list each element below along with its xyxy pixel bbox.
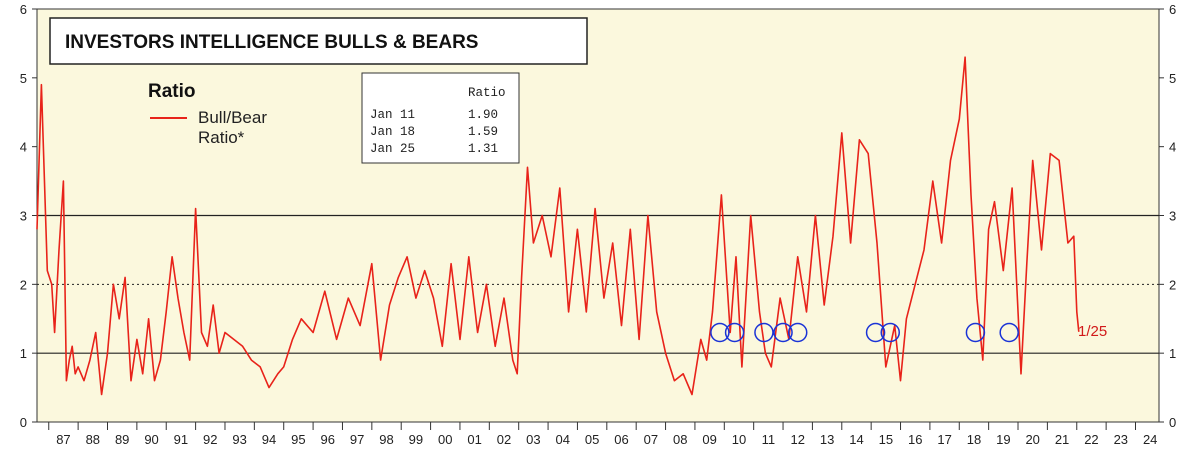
x-tick-label: 18 [967, 432, 981, 447]
table-row-date: Jan 25 [370, 142, 415, 156]
x-tick-label: 19 [996, 432, 1010, 447]
chart-title: INVESTORS INTELLIGENCE BULLS & BEARS [65, 32, 478, 53]
x-tick-label: 94 [262, 432, 276, 447]
y-tick-label: 1 [20, 346, 27, 361]
x-tick-label: 17 [937, 432, 951, 447]
y-axis-right: 0 1 2 3 4 5 6 [1159, 2, 1176, 430]
x-tick-label: 09 [702, 432, 716, 447]
table-row-value: 1.31 [468, 142, 498, 156]
annotation-circle [880, 322, 900, 343]
x-tick-label: 20 [1025, 432, 1039, 447]
x-tick-label: 06 [614, 432, 628, 447]
x-tick-label: 93 [232, 432, 246, 447]
x-tick-label: 02 [497, 432, 511, 447]
y-tick-label: 2 [1169, 277, 1176, 292]
y-tick-label: 0 [1169, 415, 1176, 430]
x-tick-label: 97 [350, 432, 364, 447]
x-tick-label: 22 [1084, 432, 1098, 447]
x-tick-label: 12 [790, 432, 804, 447]
y-tick-label: 5 [20, 71, 27, 86]
annotation-circle [787, 322, 808, 343]
x-tick-label: 00 [438, 432, 452, 447]
table-row-value: 1.59 [468, 125, 498, 139]
y-tick-label: 0 [20, 415, 27, 430]
y-tick-label: 1 [1169, 346, 1176, 361]
x-tick-label: 11 [762, 432, 776, 447]
annotation-circle [999, 322, 1019, 343]
table-row-value: 1.90 [468, 108, 498, 122]
y-tick-label: 4 [1169, 140, 1176, 155]
table-row-date: Jan 18 [370, 125, 415, 139]
x-tick-label: 13 [820, 432, 834, 447]
annotation-circle [773, 322, 793, 343]
annotation-circle [754, 322, 774, 343]
y-tick-label: 6 [1169, 2, 1176, 17]
x-tick-label: 87 [56, 432, 70, 447]
x-tick-label: 04 [556, 432, 570, 447]
x-tick-label: 95 [291, 432, 305, 447]
x-tick-label: 01 [467, 432, 481, 447]
x-axis: 87 88 89 90 91 92 93 94 95 96 97 98 99 00 01 02 03 04 05 06… [48, 422, 1157, 447]
annotation-circle [965, 322, 986, 343]
x-tick-label: 15 [879, 432, 893, 447]
x-tick-label: 89 [115, 432, 129, 447]
x-tick-label: 99 [409, 432, 423, 447]
annotation-circle [865, 322, 886, 343]
y-tick-label: 4 [20, 140, 27, 155]
legend-title: Ratio [148, 81, 196, 102]
legend-label-line2: Ratio* [198, 128, 245, 147]
x-tick-label: 07 [644, 432, 658, 447]
annotation-circle [710, 322, 730, 343]
title-box [49, 17, 588, 65]
y-axis-left: 0 1 2 3 4 5 6 [20, 2, 37, 430]
y-tick-label: 3 [20, 209, 27, 224]
x-tick-label: 90 [144, 432, 158, 447]
x-tick-label: 16 [908, 432, 922, 447]
x-tick-label: 23 [1114, 432, 1128, 447]
y-tick-label: 2 [20, 277, 27, 292]
x-tick-label: 24 [1143, 432, 1157, 447]
legend-label-line1: Bull/Bear [198, 108, 267, 127]
x-tick-label: 92 [203, 432, 217, 447]
x-tick-label: 03 [526, 432, 540, 447]
y-tick-label: 3 [1169, 209, 1176, 224]
annotation-circles [710, 322, 1019, 343]
data-table [361, 72, 520, 164]
x-tick-label: 98 [379, 432, 393, 447]
x-tick-label: 10 [732, 432, 746, 447]
x-tick-label: 08 [673, 432, 687, 447]
x-tick-label: 14 [849, 432, 863, 447]
series-line [36, 56, 1080, 396]
x-tick-label: 88 [86, 432, 100, 447]
series-group [36, 56, 1080, 396]
y-tick-label: 5 [1169, 71, 1176, 86]
table-header: Ratio [468, 86, 506, 100]
end-date-label: 1/25 [1078, 323, 1107, 340]
y-tick-label: 6 [20, 2, 27, 17]
x-tick-label: 91 [174, 432, 188, 447]
x-tick-label: 96 [321, 432, 335, 447]
table-row-date: Jan 11 [370, 108, 415, 122]
x-tick-label: 05 [585, 432, 599, 447]
annotation-circle [724, 322, 745, 343]
x-tick-label: 21 [1055, 432, 1069, 447]
